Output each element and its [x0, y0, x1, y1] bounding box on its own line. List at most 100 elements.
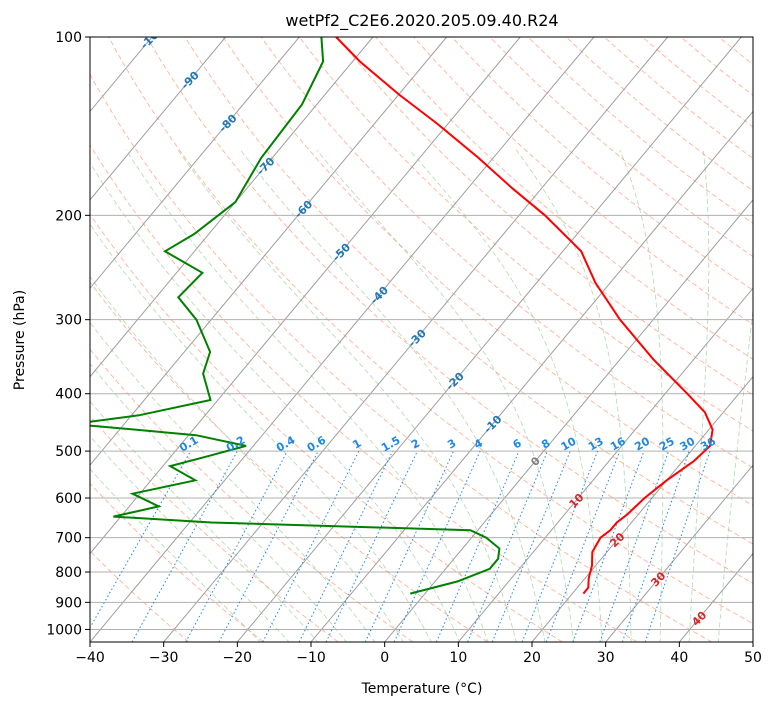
- mixing-ratio-line: [325, 450, 418, 642]
- mixing-ratio-label: 4: [472, 436, 485, 451]
- mixing-ratio-label: 2: [409, 437, 422, 452]
- isotherm: [236, 37, 742, 642]
- dry-adiabat: [108, 37, 753, 625]
- moist-adiabat: [90, 400, 319, 642]
- isotherm: [90, 37, 521, 555]
- mixing-ratio-line: [621, 450, 690, 642]
- y-tick-label: 400: [55, 387, 82, 403]
- dry-adiabat: [527, 37, 753, 224]
- isotherm-label: -80: [216, 112, 239, 135]
- isotherm: [752, 641, 753, 642]
- moist-adiabat: [316, 149, 575, 642]
- isotherm-label: -30: [406, 326, 429, 349]
- mixing-ratio-label: 3: [445, 437, 458, 452]
- isotherm: [457, 287, 753, 642]
- isotherm: [90, 37, 300, 290]
- isotherm-label: -60: [292, 198, 315, 221]
- moist-adiabat: [90, 435, 290, 642]
- x-tick-label: −10: [296, 650, 326, 666]
- y-tick-label: 300: [55, 313, 82, 329]
- isotherm: [678, 552, 753, 642]
- dry-adiabat: [90, 550, 190, 642]
- x-tick-label: 10: [449, 650, 467, 666]
- y-tick-label: 100: [55, 30, 82, 46]
- dry-adiabat: [90, 144, 638, 642]
- series-line-2: [90, 37, 501, 595]
- dry-adiabat: [718, 37, 753, 66]
- isotherm: [90, 37, 448, 466]
- y-tick-label: 700: [55, 531, 82, 547]
- moist-adiabat: [515, 149, 632, 642]
- dry-adiabat: [146, 37, 753, 584]
- isotherm-label: -40: [368, 284, 391, 307]
- isotherm: [0, 37, 5, 642]
- dry-adiabat: [260, 37, 753, 469]
- profile-series: [90, 37, 714, 595]
- mixing-ratio-line: [572, 450, 645, 642]
- x-tick-label: 30: [597, 650, 615, 666]
- isotherm: [605, 464, 753, 642]
- dry-adiabat: [90, 73, 712, 642]
- moist-adiabats: [90, 149, 753, 642]
- x-tick-label: 40: [670, 650, 688, 666]
- moist-adiabat: [90, 162, 461, 642]
- dry-adiabat: [757, 37, 775, 642]
- moist-adiabat: [408, 149, 603, 642]
- y-tick-label: 200: [55, 208, 82, 224]
- plot-area: 0.1 0.2 0.4 0.6 1 1.5 2 3 4 6 8 10 13 16 20 25 30 36-100-…: [0, 37, 775, 642]
- y-tick-label: 600: [55, 491, 82, 507]
- mixing-ratio-line: [467, 450, 549, 642]
- dry-adiabat: [90, 281, 488, 642]
- y-axis-label: Pressure (hPa): [12, 290, 28, 390]
- x-axis: −40 −30 −20 −10 0 10 20 30 40 50: [75, 642, 762, 666]
- mixing-ratio-line: [90, 450, 191, 629]
- moist-adiabat: [177, 149, 517, 642]
- moist-adiabat: [90, 468, 261, 642]
- moist-adiabat: [717, 306, 753, 642]
- x-tick-label: 20: [523, 650, 541, 666]
- y-axis: 100 200 300 400 500 600 700 800 900 1000: [46, 30, 90, 638]
- mixing-ratio-lines: [90, 450, 711, 642]
- moist-adiabat: [90, 321, 376, 642]
- dry-adiabat: [375, 37, 753, 360]
- dry-adiabat: [337, 37, 753, 396]
- isotherm-label: -70: [254, 154, 277, 177]
- x-tick-label: 0: [380, 650, 389, 666]
- plot-frame: [89, 36, 754, 643]
- moist-adiabat: [125, 149, 489, 642]
- moist-adiabat: [90, 275, 404, 642]
- mixing-ratio-line: [185, 450, 288, 642]
- x-tick-label: 50: [744, 650, 762, 666]
- isotherm-label: -10: [481, 412, 504, 435]
- isotherm: [90, 37, 374, 378]
- isotherms: [0, 37, 753, 642]
- series-line-1: [335, 37, 714, 595]
- mixing-ratio-line: [599, 450, 670, 642]
- mixing-ratio-line: [521, 450, 599, 642]
- isotherm: [90, 37, 227, 201]
- dry-adiabat: [90, 415, 339, 642]
- isotherm: [531, 375, 753, 642]
- isotherm: [90, 37, 595, 642]
- isotherm: [163, 37, 669, 642]
- dry-adiabat: [413, 37, 753, 326]
- isotherm: [310, 110, 753, 642]
- mixing-ratio-label: 8: [539, 437, 552, 452]
- x-axis-label: Temperature (°C): [361, 681, 483, 697]
- moist-adiabat: [239, 149, 546, 642]
- x-tick-label: −20: [223, 650, 253, 666]
- dry-adiabat: [90, 213, 563, 642]
- mixing-ratio-line: [435, 450, 520, 642]
- dry-adiabat: [565, 37, 753, 192]
- y-tick-label: 800: [55, 565, 82, 581]
- chart-title: wetPf2_C2E6.2020.205.09.40.R24: [285, 11, 558, 31]
- dry-adiabat: [184, 37, 753, 545]
- mixing-ratio-label: 6: [511, 436, 524, 451]
- moist-adiabat: [90, 223, 432, 642]
- mixing-ratio-line: [644, 450, 711, 642]
- mixing-ratio-line: [131, 450, 238, 642]
- mixing-ratio-line: [298, 450, 394, 642]
- x-tick-label: −30: [149, 650, 179, 666]
- mixing-ratio-line: [393, 450, 481, 642]
